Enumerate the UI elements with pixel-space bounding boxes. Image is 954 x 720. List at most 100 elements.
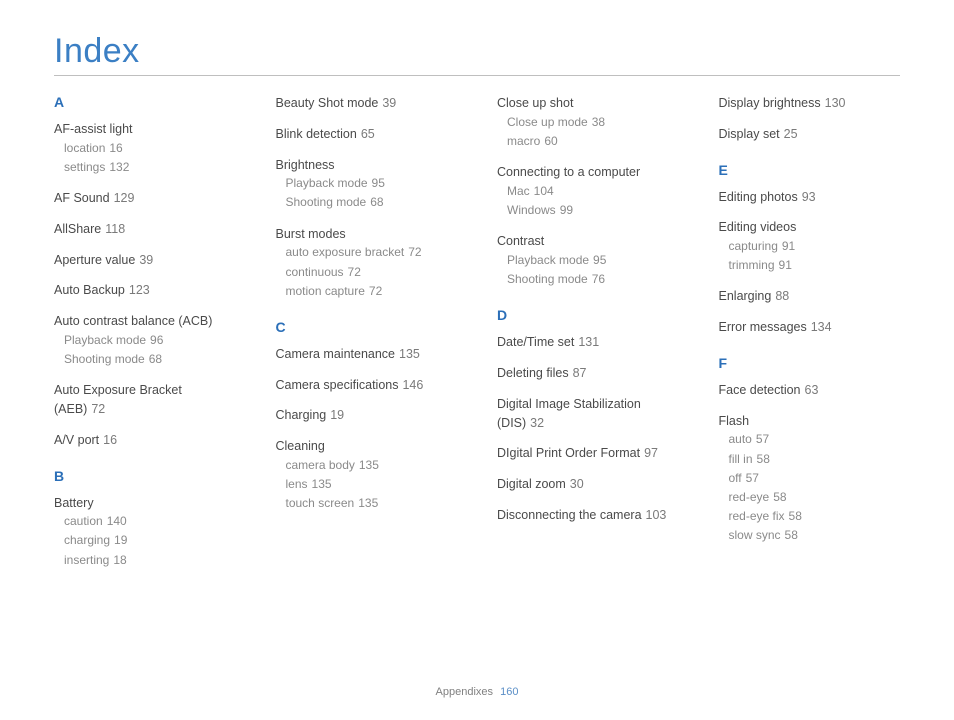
entry-label[interactable]: Connecting to a computer <box>497 165 640 179</box>
sub-page[interactable]: 135 <box>358 496 378 510</box>
entry-label[interactable]: Flash <box>719 414 750 428</box>
sub-page[interactable]: 72 <box>369 284 382 298</box>
sub-label[interactable]: inserting <box>64 553 109 567</box>
sub-page[interactable]: 58 <box>773 490 786 504</box>
entry-page[interactable]: 130 <box>825 96 846 110</box>
sub-page[interactable]: 99 <box>560 203 573 217</box>
sub-label[interactable]: touch screen <box>286 496 355 510</box>
entry-page[interactable]: 16 <box>103 433 117 447</box>
entry-label[interactable]: Battery <box>54 496 94 510</box>
entry-page[interactable]: 39 <box>382 96 396 110</box>
sub-page[interactable]: 57 <box>746 471 759 485</box>
entry-page[interactable]: 39 <box>139 253 153 267</box>
entry-label[interactable]: Auto Exposure Bracket (AEB) <box>54 383 182 416</box>
entry-page[interactable]: 93 <box>802 190 816 204</box>
entry-label[interactable]: Display set <box>719 127 780 141</box>
sub-page[interactable]: 135 <box>359 458 379 472</box>
entry-page[interactable]: 19 <box>330 408 344 422</box>
entry-label[interactable]: Face detection <box>719 383 801 397</box>
sub-label[interactable]: auto <box>729 432 752 446</box>
sub-page[interactable]: 58 <box>789 509 802 523</box>
entry-label[interactable]: Digital Image Stabilization (DIS) <box>497 397 641 430</box>
sub-label[interactable]: trimming <box>729 258 775 272</box>
sub-label[interactable]: Playback mode <box>64 333 146 347</box>
sub-page[interactable]: 140 <box>107 514 127 528</box>
entry-page[interactable]: 146 <box>402 378 423 392</box>
entry-label[interactable]: Camera specifications <box>276 378 399 392</box>
entry-page[interactable]: 118 <box>105 222 125 236</box>
sub-page[interactable]: 132 <box>109 160 129 174</box>
sub-label[interactable]: Windows <box>507 203 556 217</box>
entry-label[interactable]: Auto Backup <box>54 283 125 297</box>
sub-page[interactable]: 58 <box>785 528 798 542</box>
entry-page[interactable]: 97 <box>644 446 658 460</box>
sub-page[interactable]: 19 <box>114 533 127 547</box>
entry-label[interactable]: Auto contrast balance (ACB) <box>54 314 212 328</box>
entry-page[interactable]: 63 <box>805 383 819 397</box>
entry-label[interactable]: Editing photos <box>719 190 798 204</box>
sub-page[interactable]: 91 <box>779 258 792 272</box>
sub-label[interactable]: camera body <box>286 458 355 472</box>
sub-page[interactable]: 95 <box>593 253 606 267</box>
sub-label[interactable]: Shooting mode <box>286 195 367 209</box>
entry-page[interactable]: 87 <box>573 366 587 380</box>
entry-page[interactable]: 123 <box>129 283 150 297</box>
sub-page[interactable]: 68 <box>149 352 162 366</box>
entry-label[interactable]: Charging <box>276 408 327 422</box>
sub-label[interactable]: Shooting mode <box>64 352 145 366</box>
sub-page[interactable]: 95 <box>372 176 385 190</box>
entry-page[interactable]: 32 <box>530 416 544 430</box>
entry-label[interactable]: Deleting files <box>497 366 569 380</box>
sub-label[interactable]: Close up mode <box>507 115 588 129</box>
entry-page[interactable]: 72 <box>91 402 105 416</box>
sub-page[interactable]: 38 <box>592 115 605 129</box>
entry-label[interactable]: Brightness <box>276 158 335 172</box>
sub-page[interactable]: 91 <box>782 239 795 253</box>
sub-label[interactable]: Playback mode <box>507 253 589 267</box>
sub-page[interactable]: 60 <box>544 134 557 148</box>
sub-label[interactable]: red-eye <box>729 490 770 504</box>
entry-page[interactable]: 25 <box>784 127 798 141</box>
entry-label[interactable]: Blink detection <box>276 127 357 141</box>
sub-label[interactable]: macro <box>507 134 540 148</box>
entry-page[interactable]: 131 <box>578 335 599 349</box>
entry-label[interactable]: Digital zoom <box>497 477 566 491</box>
entry-label[interactable]: DIgital Print Order Format <box>497 446 640 460</box>
entry-label[interactable]: Contrast <box>497 234 544 248</box>
sub-page[interactable]: 76 <box>592 272 605 286</box>
sub-label[interactable]: charging <box>64 533 110 547</box>
entry-label[interactable]: Camera maintenance <box>276 347 396 361</box>
entry-label[interactable]: Error messages <box>719 320 807 334</box>
sub-label[interactable]: fill in <box>729 452 753 466</box>
sub-label[interactable]: off <box>729 471 742 485</box>
sub-label[interactable]: lens <box>286 477 308 491</box>
sub-label[interactable]: red-eye fix <box>729 509 785 523</box>
entry-label[interactable]: Display brightness <box>719 96 821 110</box>
sub-page[interactable]: 96 <box>150 333 163 347</box>
sub-label[interactable]: settings <box>64 160 105 174</box>
entry-label[interactable]: Close up shot <box>497 96 573 110</box>
sub-label[interactable]: capturing <box>729 239 778 253</box>
sub-label[interactable]: slow sync <box>729 528 781 542</box>
entry-label[interactable]: AF-assist light <box>54 122 133 136</box>
entry-label[interactable]: Burst modes <box>276 227 346 241</box>
entry-page[interactable]: 65 <box>361 127 375 141</box>
entry-page[interactable]: 30 <box>570 477 584 491</box>
sub-page[interactable]: 72 <box>408 245 421 259</box>
sub-label[interactable]: Mac <box>507 184 530 198</box>
sub-label[interactable]: Shooting mode <box>507 272 588 286</box>
entry-page[interactable]: 88 <box>775 289 789 303</box>
sub-page[interactable]: 16 <box>109 141 122 155</box>
sub-label[interactable]: location <box>64 141 105 155</box>
entry-label[interactable]: Date/Time set <box>497 335 574 349</box>
sub-page[interactable]: 68 <box>370 195 383 209</box>
entry-label[interactable]: Aperture value <box>54 253 135 267</box>
sub-page[interactable]: 104 <box>534 184 554 198</box>
sub-page[interactable]: 72 <box>348 265 361 279</box>
entry-page[interactable]: 134 <box>811 320 832 334</box>
entry-label[interactable]: Disconnecting the camera <box>497 508 642 522</box>
sub-label[interactable]: motion capture <box>286 284 365 298</box>
entry-label[interactable]: AllShare <box>54 222 101 236</box>
entry-page[interactable]: 135 <box>399 347 420 361</box>
sub-page[interactable]: 58 <box>757 452 770 466</box>
